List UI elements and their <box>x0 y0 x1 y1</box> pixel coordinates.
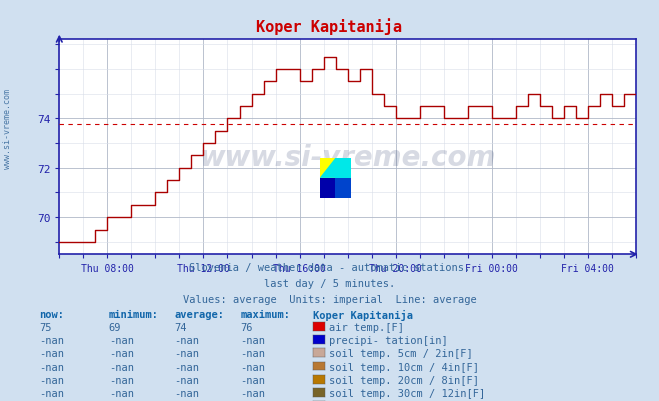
Text: maximum:: maximum: <box>241 309 291 319</box>
Text: -nan: -nan <box>175 335 200 345</box>
Text: -nan: -nan <box>175 388 200 398</box>
Text: soil temp. 10cm / 4in[F]: soil temp. 10cm / 4in[F] <box>329 362 479 372</box>
Text: soil temp. 20cm / 8in[F]: soil temp. 20cm / 8in[F] <box>329 375 479 385</box>
Text: Values: average  Units: imperial  Line: average: Values: average Units: imperial Line: av… <box>183 295 476 305</box>
Text: -nan: -nan <box>175 375 200 385</box>
Polygon shape <box>320 178 335 198</box>
Text: -nan: -nan <box>40 388 65 398</box>
Text: minimum:: minimum: <box>109 309 159 319</box>
Text: 75: 75 <box>40 322 52 332</box>
Text: air temp.[F]: air temp.[F] <box>329 322 404 332</box>
Text: -nan: -nan <box>40 375 65 385</box>
Text: last day / 5 minutes.: last day / 5 minutes. <box>264 279 395 289</box>
Text: -nan: -nan <box>241 388 266 398</box>
Polygon shape <box>320 158 335 178</box>
Text: precipi- tation[in]: precipi- tation[in] <box>329 335 447 345</box>
Text: -nan: -nan <box>241 375 266 385</box>
Text: -nan: -nan <box>241 348 266 358</box>
Text: -nan: -nan <box>40 348 65 358</box>
Text: Slovenia / weather data - automatic stations.: Slovenia / weather data - automatic stat… <box>189 263 470 273</box>
Polygon shape <box>320 158 335 178</box>
Polygon shape <box>335 178 351 198</box>
Text: Koper Kapitanija: Koper Kapitanija <box>256 18 403 35</box>
Text: www.si-vreme.com: www.si-vreme.com <box>200 144 496 172</box>
Text: -nan: -nan <box>241 362 266 372</box>
Text: 76: 76 <box>241 322 253 332</box>
Text: Koper Kapitanija: Koper Kapitanija <box>313 309 413 320</box>
Text: now:: now: <box>40 309 65 319</box>
Text: -nan: -nan <box>109 388 134 398</box>
Text: -nan: -nan <box>109 375 134 385</box>
Polygon shape <box>335 158 351 178</box>
Text: -nan: -nan <box>109 348 134 358</box>
Text: soil temp. 30cm / 12in[F]: soil temp. 30cm / 12in[F] <box>329 388 485 398</box>
Text: -nan: -nan <box>241 335 266 345</box>
Text: -nan: -nan <box>40 335 65 345</box>
Text: -nan: -nan <box>109 362 134 372</box>
Text: -nan: -nan <box>175 362 200 372</box>
Text: soil temp. 5cm / 2in[F]: soil temp. 5cm / 2in[F] <box>329 348 473 358</box>
Text: 74: 74 <box>175 322 187 332</box>
Text: average:: average: <box>175 309 225 319</box>
Text: -nan: -nan <box>175 348 200 358</box>
Text: www.si-vreme.com: www.si-vreme.com <box>3 88 13 168</box>
Text: -nan: -nan <box>109 335 134 345</box>
Text: 69: 69 <box>109 322 121 332</box>
Text: -nan: -nan <box>40 362 65 372</box>
